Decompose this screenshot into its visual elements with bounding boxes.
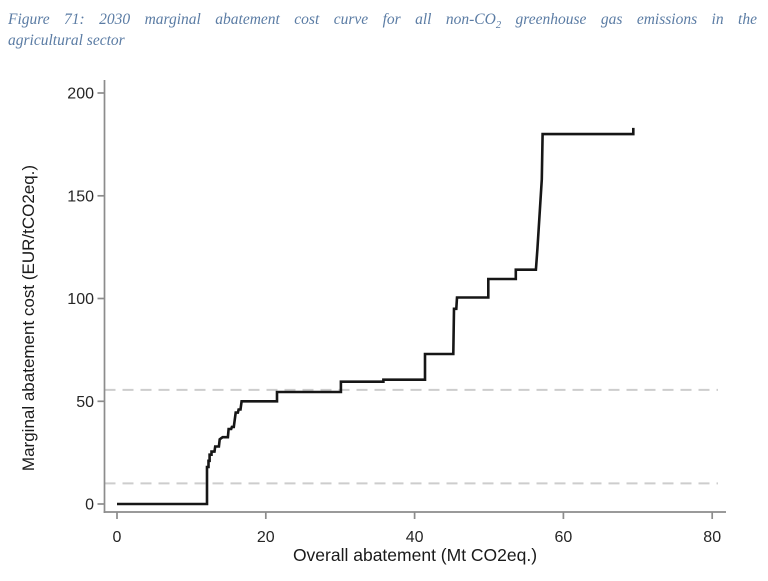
figure-caption-subscript: 2 bbox=[495, 20, 502, 32]
x-tick-label: 20 bbox=[257, 529, 275, 546]
y-tick-label: 200 bbox=[67, 86, 94, 103]
x-tick-label: 80 bbox=[703, 529, 721, 546]
x-tick-label: 0 bbox=[113, 529, 122, 546]
y-tick-label: 0 bbox=[85, 497, 94, 514]
x-tick-label: 60 bbox=[555, 529, 573, 546]
figure-caption-line2: agricultural sector bbox=[8, 32, 125, 49]
y-axis-title: Marginal abatement cost (EUR/tCO2eq.) bbox=[19, 165, 38, 471]
figure-caption-text: Figure 71: 2030 marginal abatement cost … bbox=[8, 11, 496, 28]
y-tick-label: 150 bbox=[67, 188, 94, 205]
x-axis-title: Overall abatement (Mt CO2eq.) bbox=[293, 545, 537, 565]
figure-caption-text-after: greenhouse gas emissions in the bbox=[501, 11, 757, 28]
x-tick-label: 40 bbox=[406, 529, 424, 546]
marginal-abatement-cost-curve bbox=[117, 127, 635, 506]
figure-caption: Figure 71: 2030 marginal abatement cost … bbox=[8, 9, 757, 32]
y-tick-label: 50 bbox=[76, 394, 94, 411]
y-tick-label: 100 bbox=[67, 291, 94, 308]
